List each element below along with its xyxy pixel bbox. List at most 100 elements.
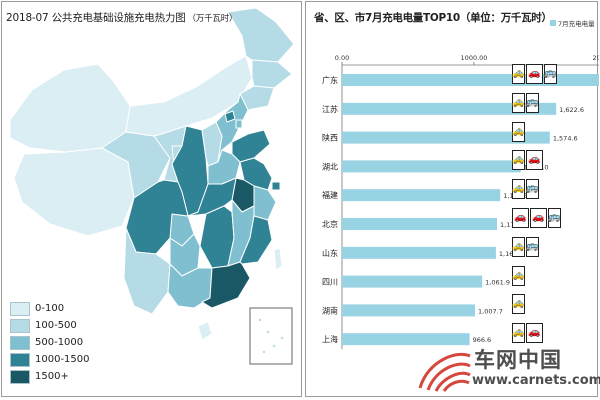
bar: [342, 160, 521, 173]
bar-chart-panel: 0.001000.002000.003000.004000.005000.00广…: [305, 1, 600, 397]
region-jilin: [251, 59, 293, 89]
category-label: 湖北: [322, 162, 338, 171]
south-china-sea-inset: [249, 307, 293, 365]
legend-label: 1000-1500: [35, 354, 90, 365]
taxi-icon: 🚕: [512, 150, 525, 170]
taxi-icon: 🚕: [512, 122, 525, 142]
legend-swatch: [10, 352, 30, 367]
region-beijing: [224, 110, 236, 123]
map-legend: 0-100 100-500 500-1000 1000-1500 1500+: [10, 300, 90, 385]
taxi-icon: 🚕: [512, 93, 525, 113]
bus-icon: 🚌: [548, 208, 561, 228]
taxi-icon: 🚕: [512, 323, 525, 343]
car-icon: 🚗: [526, 64, 543, 84]
chart-title: 省、区、市7月充电电量TOP10（单位：万千瓦时）: [314, 12, 552, 24]
x-tick-label: 1000.00: [461, 54, 488, 62]
legend-item: 500-1000: [10, 334, 90, 351]
island-dot: [280, 336, 284, 340]
category-label: 北京: [322, 219, 338, 229]
map-title-unit: （万千瓦时）: [187, 14, 238, 24]
bar: [342, 189, 501, 202]
region-tibet: [13, 147, 135, 237]
vehicle-icon-row: 🚕 🚌: [512, 93, 540, 113]
legend-item: 1000-1500: [10, 351, 90, 368]
car-icon: 🚗: [526, 323, 543, 343]
value-label: 1,622.6: [559, 106, 584, 114]
taxi-icon: 🚕: [512, 64, 525, 84]
taxi-icon: 🚕: [512, 237, 525, 257]
vehicle-icon-row: 🚗 🚗 🚌: [512, 208, 562, 228]
legend-label: 500-1000: [35, 337, 84, 348]
car-icon: 🚗: [512, 208, 529, 228]
vehicle-icon-row: 🚕: [512, 266, 526, 286]
legend-label: 0-100: [35, 303, 65, 314]
bar: [342, 131, 550, 144]
x-tick-label: 0.00: [335, 54, 349, 62]
map-title-text: 2018-07 公共充电基础设施充电热力图: [6, 12, 186, 24]
category-label: 陕西: [322, 133, 338, 143]
category-label: 山东: [322, 248, 338, 258]
region-taiwan: [273, 247, 283, 271]
bar: [342, 246, 496, 259]
region-xinjiang: [9, 63, 131, 153]
bar: [342, 218, 498, 230]
chart-legend-swatch: [550, 20, 556, 26]
bus-icon: 🚌: [544, 64, 557, 84]
island-dot: [266, 330, 270, 334]
bar: [342, 275, 483, 288]
heatmap-panel: 2018-07 公共充电基础设施充电热力图 （万千瓦时） 0-100 100-50…: [1, 1, 302, 397]
vehicle-icon-row: 🚕 🚌: [512, 237, 540, 257]
bus-icon: 🚌: [526, 93, 539, 113]
value-label: 1,166.0: [499, 250, 524, 258]
value-label: 966.6: [473, 336, 492, 344]
region-shanghai: [271, 181, 281, 191]
x-tick-label: 2000.00: [593, 54, 599, 62]
watermark: 车网中国 www.carnets.com: [414, 344, 600, 396]
region-tianjin: [235, 119, 243, 129]
bar-chart: 0.001000.002000.003000.004000.005000.00广…: [322, 54, 599, 350]
car-icon: 🚗: [530, 208, 547, 228]
vehicle-icon-row: 🚕: [512, 122, 526, 142]
legend-item: 1500+: [10, 368, 90, 385]
region-shandong: [231, 129, 271, 163]
category-label: 湖南: [322, 305, 338, 315]
bus-icon: 🚌: [526, 237, 539, 257]
region-hunan: [199, 205, 235, 269]
carnets-logo-icon: [418, 352, 471, 392]
vehicle-icon-row: 🚕 🚗: [512, 323, 544, 343]
legend-swatch: [10, 318, 30, 333]
region-hainan: [197, 321, 213, 341]
vehicle-icon-row: 🚕 🚗: [512, 150, 544, 170]
category-label: 福建: [322, 190, 338, 200]
category-label: 四川: [322, 278, 338, 287]
map-title: 2018-07 公共充电基础设施充电热力图 （万千瓦时）: [6, 10, 238, 25]
category-label: 江苏: [322, 104, 338, 114]
vehicle-icon-row: 🚕: [512, 294, 526, 314]
chart-legend: 7月充电电量: [550, 18, 595, 28]
car-icon: 🚗: [526, 150, 543, 170]
legend-label: 1500+: [35, 371, 69, 382]
value-label: 1,061.9: [485, 279, 510, 287]
taxi-icon: 🚕: [512, 266, 525, 286]
taxi-icon: 🚕: [512, 294, 525, 314]
island-dot: [272, 344, 276, 348]
region-zhejiang: [253, 185, 277, 221]
legend-swatch: [10, 301, 30, 316]
legend-label: 100-500: [35, 320, 77, 331]
chart-legend-label: 7月充电电量: [558, 20, 595, 28]
legend-swatch: [10, 335, 30, 350]
bar: [342, 304, 476, 317]
value-label: 1,574.6: [553, 135, 578, 143]
category-label: 上海: [322, 334, 338, 344]
bar: [342, 74, 599, 86]
vehicle-icon-row: 🚕 🚌: [512, 179, 540, 199]
vehicle-icon-row: 🚕 🚗 🚌: [512, 64, 558, 84]
taxi-icon: 🚕: [512, 179, 525, 199]
legend-swatch: [10, 369, 30, 384]
watermark-url: www.carnets.com: [472, 373, 600, 388]
bar: [342, 102, 557, 115]
island-dot: [262, 350, 266, 354]
region-heilongjiang: [227, 7, 295, 63]
value-label: 1,007.7: [478, 307, 503, 315]
watermark-name: 车网中国: [474, 348, 562, 372]
